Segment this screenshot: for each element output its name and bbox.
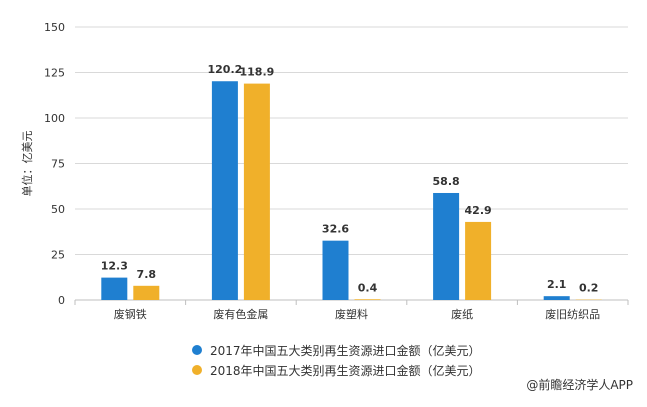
- bar: [544, 296, 570, 300]
- bar: [101, 278, 127, 300]
- y-axis-label: 单位：亿美元: [20, 131, 34, 197]
- x-tick-label: 废纸: [451, 307, 473, 321]
- bar: [323, 241, 349, 300]
- data-label: 118.9: [240, 66, 275, 79]
- y-tick-label: 100: [44, 112, 65, 125]
- data-label: 42.9: [465, 204, 492, 217]
- data-label: 58.8: [433, 175, 460, 188]
- legend-item-2018: 2018年中国五大类别再生资源进口金额（亿美元）: [192, 360, 481, 380]
- bar: [212, 81, 238, 300]
- y-tick-label: 25: [51, 249, 65, 262]
- x-tick-label: 废旧纺织品: [545, 307, 600, 321]
- y-tick-label: 125: [44, 67, 65, 80]
- y-tick-label: 50: [51, 203, 65, 216]
- bar: [244, 84, 270, 300]
- legend-marker-2018: [192, 365, 202, 375]
- x-tick-label: 废有色金属: [213, 307, 268, 321]
- bar: [433, 193, 459, 300]
- source-credit: @前瞻经济学人APP: [526, 376, 633, 393]
- data-label: 120.2: [208, 63, 243, 76]
- legend-marker-2017: [192, 345, 202, 355]
- bar: [133, 286, 159, 300]
- y-tick-label: 75: [51, 158, 65, 171]
- data-label: 7.8: [137, 268, 157, 281]
- y-tick-label: 0: [58, 294, 65, 307]
- legend-label-2017: 2017年中国五大类别再生资源进口金额（亿美元）: [210, 342, 481, 359]
- legend-label-2018: 2018年中国五大类别再生资源进口金额（亿美元）: [210, 362, 481, 379]
- x-tick-label: 废钢铁: [114, 307, 147, 321]
- data-label: 12.3: [101, 260, 128, 273]
- x-tick-label: 废塑料: [335, 307, 368, 321]
- data-label: 0.4: [358, 281, 378, 294]
- y-tick-label: 150: [44, 21, 65, 34]
- bar: [465, 222, 491, 300]
- legend-item-2017: 2017年中国五大类别再生资源进口金额（亿美元）: [192, 340, 481, 360]
- legend: 2017年中国五大类别再生资源进口金额（亿美元） 2018年中国五大类别再生资源…: [192, 340, 481, 380]
- data-label: 0.2: [579, 282, 599, 295]
- data-label: 32.6: [322, 223, 349, 236]
- bar: [355, 299, 381, 300]
- data-label: 2.1: [547, 278, 567, 291]
